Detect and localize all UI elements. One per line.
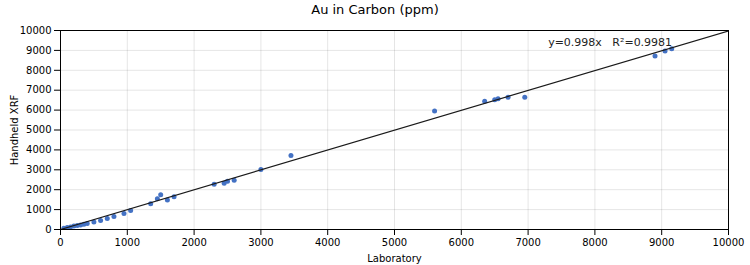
svg-text:6000: 6000 xyxy=(26,104,51,115)
svg-text:3000: 3000 xyxy=(248,237,273,248)
svg-text:1000: 1000 xyxy=(26,204,51,215)
svg-text:0: 0 xyxy=(45,224,51,235)
svg-text:3000: 3000 xyxy=(26,164,51,175)
svg-text:4000: 4000 xyxy=(315,237,340,248)
svg-text:4000: 4000 xyxy=(26,144,51,155)
svg-text:5000: 5000 xyxy=(26,124,51,135)
svg-text:7000: 7000 xyxy=(515,237,540,248)
svg-text:10000: 10000 xyxy=(713,237,745,248)
svg-text:2000: 2000 xyxy=(181,237,206,248)
html-text:Au in Carbon (ppm): Au in Carbon (ppm) xyxy=(311,2,439,17)
svg-text:0: 0 xyxy=(57,237,63,248)
svg-text:8000: 8000 xyxy=(582,237,607,248)
svg-text:6000: 6000 xyxy=(449,237,474,248)
svg-text:Laboratory: Laboratory xyxy=(367,253,422,264)
svg-text:10000: 10000 xyxy=(20,25,52,36)
svg-text:5000: 5000 xyxy=(382,237,407,248)
svg-text:9000: 9000 xyxy=(649,237,674,248)
svg-text:1000: 1000 xyxy=(115,237,140,248)
svg-text:2000: 2000 xyxy=(26,184,51,195)
svg-text:y=0.998x R²=0.9981: y=0.998x R²=0.9981 xyxy=(548,36,672,49)
svg-text:9000: 9000 xyxy=(26,45,51,56)
svg-text:7000: 7000 xyxy=(26,84,51,95)
svg-text:8000: 8000 xyxy=(26,65,51,76)
svg-text:Handheld XRF: Handheld XRF xyxy=(9,94,20,165)
